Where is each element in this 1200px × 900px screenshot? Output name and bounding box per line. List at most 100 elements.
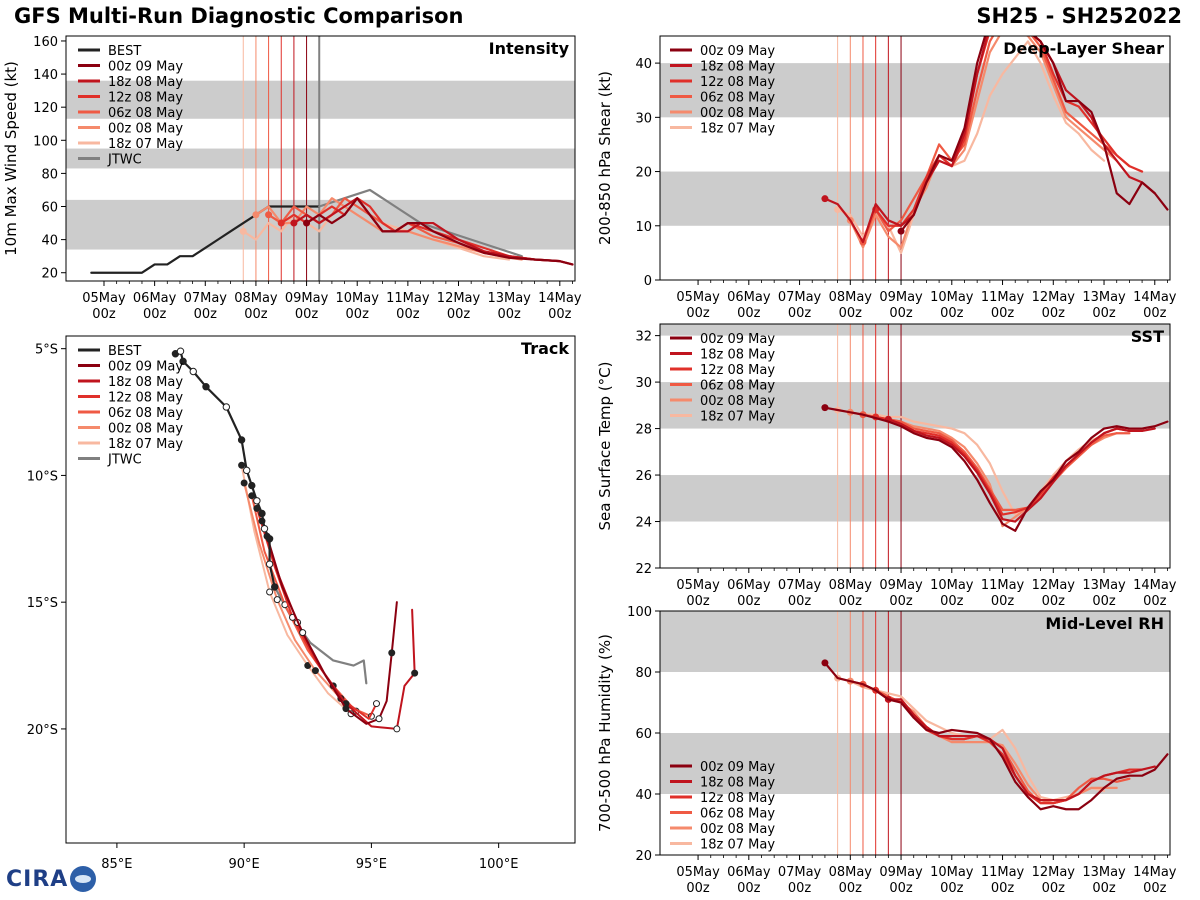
y-tick-label: 80 [635, 666, 652, 681]
x-tick-label-hour: 00z [940, 594, 964, 609]
series-start-point [239, 227, 247, 235]
x-tick-label-hour: 00z [788, 881, 812, 896]
x-tick-label-hour: 00z [839, 306, 863, 321]
x-tick-label: 10May [930, 578, 974, 593]
series-start-point [303, 219, 311, 227]
x-tick-label-hour: 00z [686, 594, 710, 609]
rh-chart: 05May00z06May00z07May00z08May00z09May00z… [596, 605, 1177, 896]
x-tick-label-hour: 00z [991, 881, 1015, 896]
x-tick-label: 07May [778, 578, 822, 593]
legend-entry: BEST [108, 44, 141, 59]
x-tick-label: 14May [1133, 865, 1177, 880]
x-tick-label-hour: 00z [396, 307, 420, 322]
legend-entry: 18z 08 May [700, 348, 775, 363]
y-tick-label: 26 [635, 469, 652, 484]
plot-frame [659, 323, 1171, 569]
shaded-band [660, 611, 1170, 672]
series-start-point [821, 195, 829, 203]
x-tick-label: 13May [487, 291, 531, 306]
series-start-point [265, 211, 273, 219]
best-track-point [179, 357, 187, 366]
legend-entry: JTWC [107, 453, 142, 468]
panel-title: Intensity [489, 39, 570, 58]
x-tick-label: 09May [879, 865, 923, 880]
series-line [887, 418, 1156, 523]
x-tick-label: 09May [879, 290, 923, 305]
forecast-track-point [273, 596, 281, 604]
x-tick-label-hour: 00z [839, 881, 863, 896]
y-tick-label: 140 [33, 68, 58, 83]
x-tick-label-hour: 00z [447, 307, 471, 322]
y-tick-label: 24 [635, 516, 652, 531]
x-tick-label: 06May [133, 291, 177, 306]
x-tick-label-hour: 00z [194, 307, 218, 322]
shaded-band [66, 80, 575, 119]
x-tick-label-hour: 00z [737, 881, 761, 896]
series-line [823, 661, 1169, 811]
forecast-track-line [250, 494, 373, 718]
legend-entry: BEST [108, 344, 141, 359]
x-tick-label-hour: 00z [1092, 881, 1116, 896]
x-tick-label-hour: 00z [889, 594, 913, 609]
legend-entry: 06z 08 May [700, 807, 775, 822]
y-tick-label: 20 [41, 267, 58, 282]
series-start-point [821, 404, 829, 412]
x-tick-label-hour: 00z [244, 307, 268, 322]
best-track-line [90, 205, 321, 274]
series-line [861, 413, 1131, 512]
best-track-point [265, 535, 274, 543]
y-tick-label: 80 [41, 167, 58, 182]
y-tick-label: 100 [627, 605, 652, 620]
series-line [254, 197, 523, 261]
forecast-track-point [266, 588, 274, 596]
series-line [823, 406, 1169, 532]
forecast-track-point [342, 705, 350, 713]
plot-frame [65, 335, 576, 844]
forecast-track-point [372, 700, 380, 708]
x-tick-label: 08May [829, 290, 873, 305]
x-tick-label: 09May [285, 291, 329, 306]
x-tick-label: 12May [1032, 865, 1076, 880]
x-tick-label-hour: 00z [1092, 594, 1116, 609]
legend-entry: 18z 08 May [700, 60, 775, 75]
forecast-track-point [393, 725, 401, 733]
x-tick-label-hour: 00z [1042, 594, 1066, 609]
legend-entry: 00z 08 May [700, 394, 775, 409]
y-tick-label: 20°S [27, 723, 58, 738]
shaded-band [660, 324, 1170, 336]
y-tick-label: 100 [33, 134, 58, 149]
x-tick-label-hour: 00z [737, 306, 761, 321]
legend-entry: 18z 07 May [108, 437, 183, 452]
y-tick-label: 30 [635, 376, 652, 391]
plot-frame [65, 35, 576, 282]
shear-plot-area [660, 36, 1170, 280]
x-tick-label-hour: 00z [1143, 881, 1167, 896]
legend-entry: 06z 08 May [700, 379, 775, 394]
best-track-point [222, 403, 231, 411]
x-tick-label: 07May [184, 291, 228, 306]
y-tick-label: 20 [635, 849, 652, 864]
x-tick-label: 09May [879, 578, 923, 593]
legend-entry: 18z 08 May [700, 776, 775, 791]
y-tick-label: 40 [41, 234, 58, 249]
series-start-point [821, 659, 829, 667]
forecast-track-point [238, 461, 246, 469]
best-track-point [253, 497, 261, 505]
y-tick-label: 40 [635, 788, 652, 803]
y-axis-label: 700-500 hPa Humidity (%) [596, 634, 614, 832]
x-tick-label: 12May [437, 291, 481, 306]
best-track-point [270, 583, 279, 591]
panel-title: Track [521, 339, 569, 358]
x-tick-label: 06May [727, 865, 771, 880]
legend-entry: 12z 08 May [700, 75, 775, 90]
shaded-band [660, 475, 1170, 522]
series-line [836, 408, 1106, 516]
track-plot-area [171, 347, 419, 733]
x-tick-label: 05May [676, 578, 720, 593]
rh-plot-area [660, 611, 1170, 855]
x-tick-label: 08May [829, 578, 873, 593]
y-tick-label: 60 [41, 201, 58, 216]
sst-chart: 05May00z06May00z07May00z08May00z09May00z… [596, 323, 1177, 609]
